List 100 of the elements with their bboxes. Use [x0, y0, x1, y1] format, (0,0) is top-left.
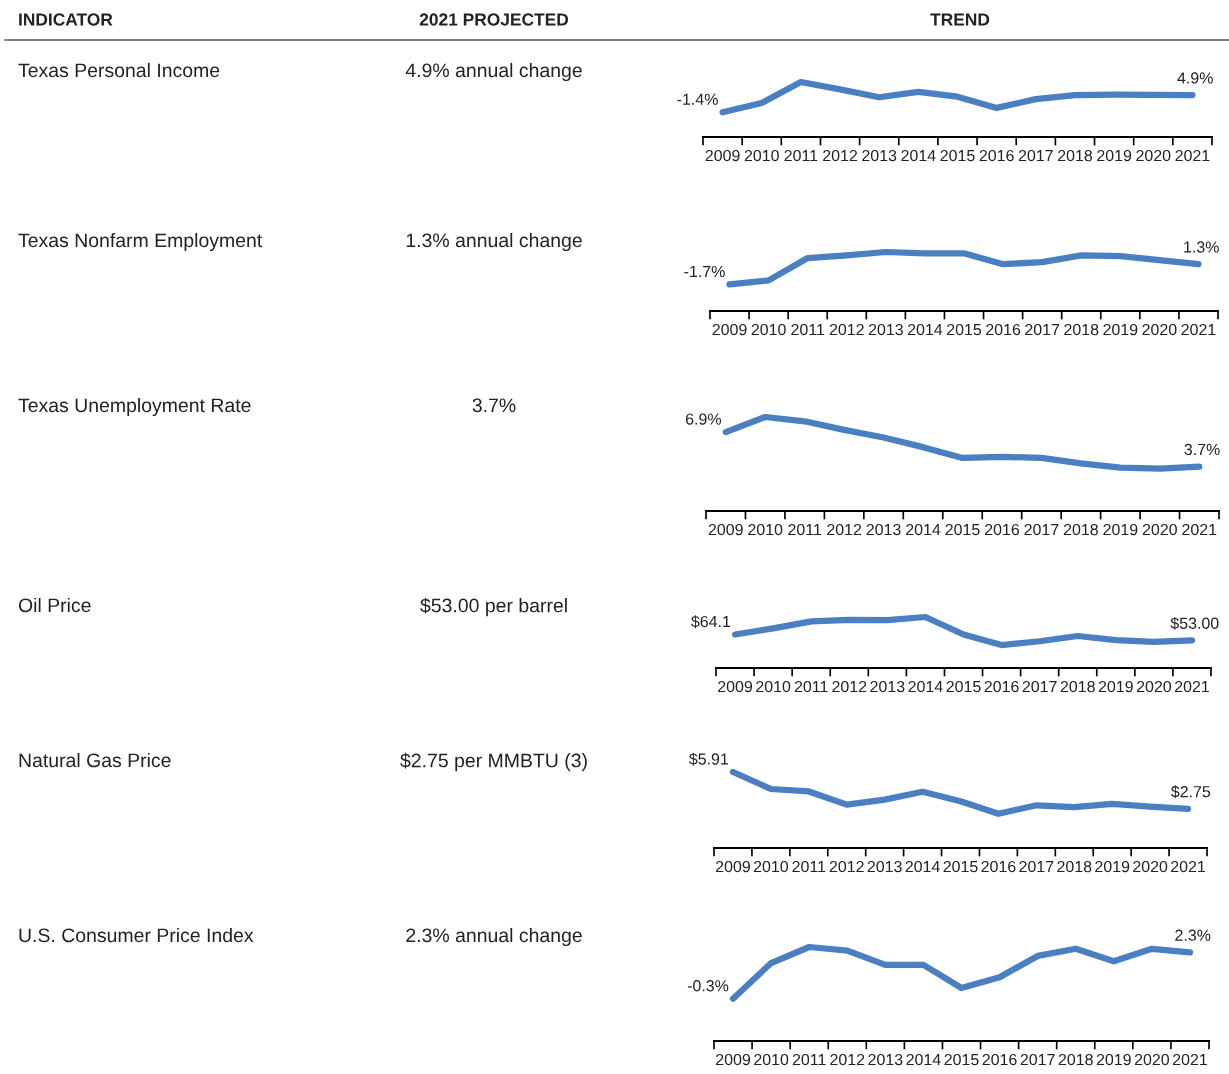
x-tick-label: 2009: [708, 523, 743, 536]
x-tick-label: 2016: [981, 860, 1016, 873]
x-tick-label: 2011: [791, 323, 825, 336]
x-tick-label: 2020: [1136, 149, 1171, 162]
data-label: $2.75: [1171, 785, 1211, 799]
x-tick-label: 2019: [1096, 1053, 1131, 1066]
data-label: $53.00: [1170, 616, 1219, 630]
x-tick-label: 2014: [908, 680, 943, 693]
text: 1.3% annual change: [406, 232, 582, 252]
x-tick-label: 2010: [754, 1053, 789, 1066]
data-label: 3.7%: [1184, 443, 1220, 456]
x-tick-label: 2021: [1182, 523, 1217, 536]
x-tick-label: 2012: [829, 860, 864, 873]
x-tick-label: 2021: [1181, 323, 1216, 336]
text: Texas Unemployment Rate: [18, 397, 251, 417]
x-tick-label: 2021: [1171, 860, 1206, 873]
x-tick-label: 2016: [986, 323, 1021, 336]
text: Natural Gas Price: [19, 752, 171, 768]
x-tick-label: 2017: [1024, 523, 1059, 536]
x-tick-label: 2011: [788, 523, 822, 536]
x-tick-label: 2015: [943, 860, 978, 873]
x-tick-label: 2015: [946, 680, 981, 693]
x-tick-label: 2010: [744, 149, 779, 162]
x-tick-label: 2014: [906, 523, 941, 536]
x-tick-label: 2013: [870, 680, 905, 693]
x-tick-label: 2013: [867, 860, 902, 873]
text: Texas Personal Income: [18, 62, 220, 78]
x-tick-label: 2009: [712, 323, 747, 336]
x-tick-label: 2015: [945, 523, 980, 536]
data-label: 1.3%: [1184, 241, 1219, 253]
x-tick-label: 2011: [794, 680, 828, 693]
x-tick-label: 2018: [1064, 323, 1099, 336]
x-tick-label: 2020: [1133, 860, 1168, 873]
x-tick-label: 2019: [1098, 680, 1133, 693]
data-label: -1.4%: [677, 93, 718, 105]
x-tick-label: 2013: [866, 523, 901, 536]
x-tick-label: 2013: [868, 1053, 903, 1066]
data-label: 4.9%: [1177, 72, 1213, 84]
x-tick-label: 2021: [1173, 1053, 1207, 1066]
x-tick-label: 2018: [1058, 1053, 1093, 1066]
x-tick-label: 2012: [830, 1053, 865, 1066]
x-tick-label: 2014: [906, 1053, 941, 1066]
data-label: $64.1: [691, 615, 731, 629]
x-tick-label: 2018: [1060, 680, 1095, 693]
x-tick-label: 2010: [751, 323, 786, 336]
x-tick-label: 2021: [1175, 680, 1209, 693]
text: 2021 PROJECTED: [419, 13, 569, 26]
x-tick-label: 2012: [823, 149, 857, 162]
x-tick-label: 2014: [905, 860, 940, 873]
x-tick-label: 2021: [1175, 149, 1210, 162]
text: $53.00 per barrel: [420, 597, 567, 617]
x-tick-label: 2016: [985, 523, 1020, 536]
data-label: -1.7%: [684, 265, 725, 278]
x-tick-label: 2017: [1020, 1053, 1055, 1066]
x-tick-label: 2017: [1022, 680, 1057, 693]
text: TREND: [930, 13, 990, 26]
x-tick-label: 2010: [753, 860, 789, 873]
x-tick-label: 2011: [784, 149, 818, 162]
x-tick-label: 2019: [1103, 523, 1138, 536]
x-tick-label: 2009: [718, 680, 753, 693]
x-tick-label: 2018: [1057, 860, 1092, 873]
x-tick-label: 2016: [979, 149, 1014, 162]
text: U.S. Consumer Price Index: [19, 927, 254, 943]
x-tick-label: 2017: [1019, 860, 1054, 873]
text: 4.9% annual change: [405, 62, 582, 82]
text: Oil Price: [18, 597, 91, 613]
text: 3.7%: [472, 398, 516, 413]
x-tick-label: 2017: [1018, 149, 1053, 162]
x-tick-label: 2020: [1134, 1053, 1170, 1066]
x-tick-label: 2009: [716, 1053, 751, 1066]
data-label: 6.9%: [685, 413, 721, 425]
x-tick-label: 2010: [748, 523, 783, 536]
x-tick-label: 2013: [868, 323, 903, 336]
x-tick-label: 2016: [984, 680, 1019, 693]
data-label: 2.3%: [1175, 929, 1211, 941]
x-tick-label: 2012: [829, 323, 864, 336]
x-tick-label: 2020: [1142, 323, 1177, 336]
x-tick-label: 2020: [1136, 680, 1172, 693]
x-tick-label: 2013: [862, 149, 897, 162]
x-tick-label: 2009: [716, 860, 750, 873]
data-label: -0.3%: [687, 980, 729, 992]
x-tick-label: 2012: [832, 680, 867, 693]
x-tick-label: 2019: [1095, 860, 1130, 873]
text: $2.75 per MMBTU (3): [400, 752, 587, 772]
x-tick-label: 2012: [827, 523, 862, 536]
x-tick-label: 2009: [705, 149, 740, 162]
x-tick-label: 2019: [1097, 149, 1132, 162]
text: Texas Nonfarm Employment: [18, 232, 263, 252]
x-tick-label: 2015: [947, 323, 982, 336]
x-tick-label: 2014: [907, 323, 943, 336]
x-tick-label: 2017: [1025, 323, 1060, 336]
x-tick-label: 2010: [756, 680, 791, 693]
x-tick-label: 2020: [1142, 523, 1177, 536]
x-tick-label: 2014: [901, 149, 936, 162]
x-tick-label: 2015: [944, 1053, 979, 1066]
x-tick-label: 2018: [1058, 149, 1093, 162]
data-label: $5.91: [689, 752, 729, 766]
x-tick-label: 2011: [792, 860, 826, 873]
x-tick-label: 2016: [982, 1053, 1017, 1066]
x-tick-label: 2011: [792, 1053, 826, 1066]
